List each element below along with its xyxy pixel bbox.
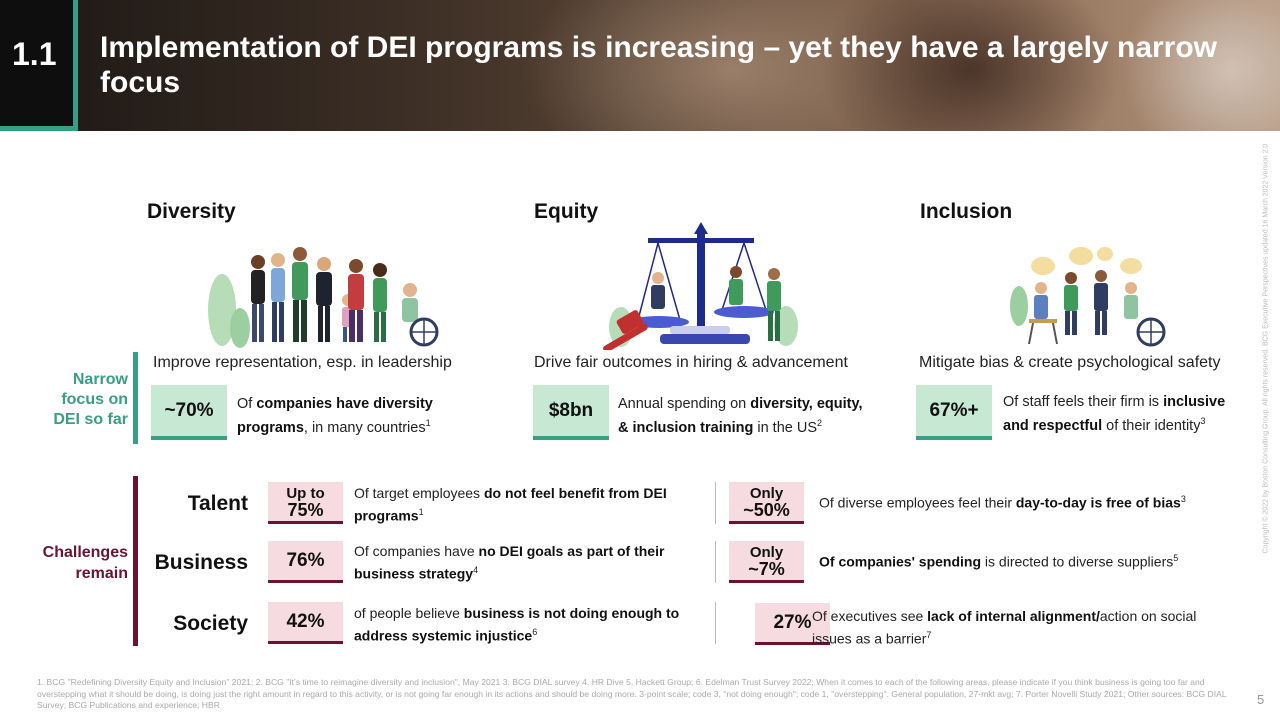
side-copyright: Copyright © 2022 by Boston Consulting Gr…	[1262, 143, 1270, 554]
inclusion-subtitle: Mitigate bias & create psychological saf…	[919, 354, 1221, 371]
society-divider	[715, 602, 716, 644]
diversity-stat-value: ~70%	[151, 385, 227, 440]
business-right-text: Of companies' spending is directed to di…	[819, 553, 1179, 570]
row-label-society: Society	[173, 612, 248, 635]
challenges-label: Challenges remain	[42, 544, 128, 582]
inclusion-stat-value: 67%+	[916, 385, 992, 440]
page-number: 5	[1257, 692, 1265, 707]
page-title: Implementation of DEI programs is increa…	[100, 31, 1218, 99]
narrow-focus-bar	[133, 352, 138, 444]
diversity-people-illustration	[208, 247, 439, 348]
business-left-stat: 76%	[268, 541, 343, 583]
talent-right-stat: Only ~50%	[729, 482, 804, 524]
section-number: 1.1	[12, 36, 57, 72]
equity-stat-text: Annual spending on diversity, equity, & i…	[618, 396, 863, 436]
talent-left-text: Of target employees do not feel benefit …	[354, 485, 667, 524]
society-right-stat: 27%	[755, 603, 830, 645]
business-right-stat: Only ~7%	[729, 541, 804, 583]
business-divider	[715, 541, 716, 583]
inclusion-group-illustration	[1010, 247, 1166, 347]
column-heading-diversity: Diversity	[147, 200, 236, 223]
talent-divider	[715, 482, 716, 524]
business-left-text: Of companies have no DEI goals as part o…	[354, 543, 665, 582]
narrow-focus-label: Narrow focus on DEI so far	[53, 371, 128, 428]
footnote-sources: 1. BCG "Redefining Diversity Equity and …	[37, 677, 1227, 710]
column-heading-equity: Equity	[534, 200, 599, 223]
challenges-bar	[133, 476, 138, 646]
talent-right-text: Of diverse employees feel their day-to-d…	[819, 494, 1186, 511]
talent-left-stat: Up to 75%	[268, 482, 343, 524]
diversity-stat-text: Of companies have diversity programs, in …	[237, 396, 433, 436]
header-banner-photo	[0, 0, 1280, 131]
diversity-subtitle: Improve representation, esp. in leadersh…	[153, 354, 452, 371]
column-heading-inclusion: Inclusion	[920, 200, 1013, 223]
row-label-talent: Talent	[187, 492, 248, 515]
row-label-business: Business	[154, 551, 248, 574]
society-right-text: Of executives see lack of internal align…	[812, 608, 1197, 647]
section-number-box: 1.1	[0, 0, 78, 131]
equity-stat-value: $8bn	[533, 385, 609, 440]
society-left-stat: 42%	[268, 602, 343, 644]
equity-subtitle: Drive fair outcomes in hiring & advancem…	[534, 354, 848, 371]
inclusion-stat-text: Of staff feels their firm is inclusive an…	[1003, 394, 1226, 434]
equity-scales-illustration	[603, 222, 798, 350]
society-left-text: of people believe business is not doing …	[354, 605, 680, 644]
